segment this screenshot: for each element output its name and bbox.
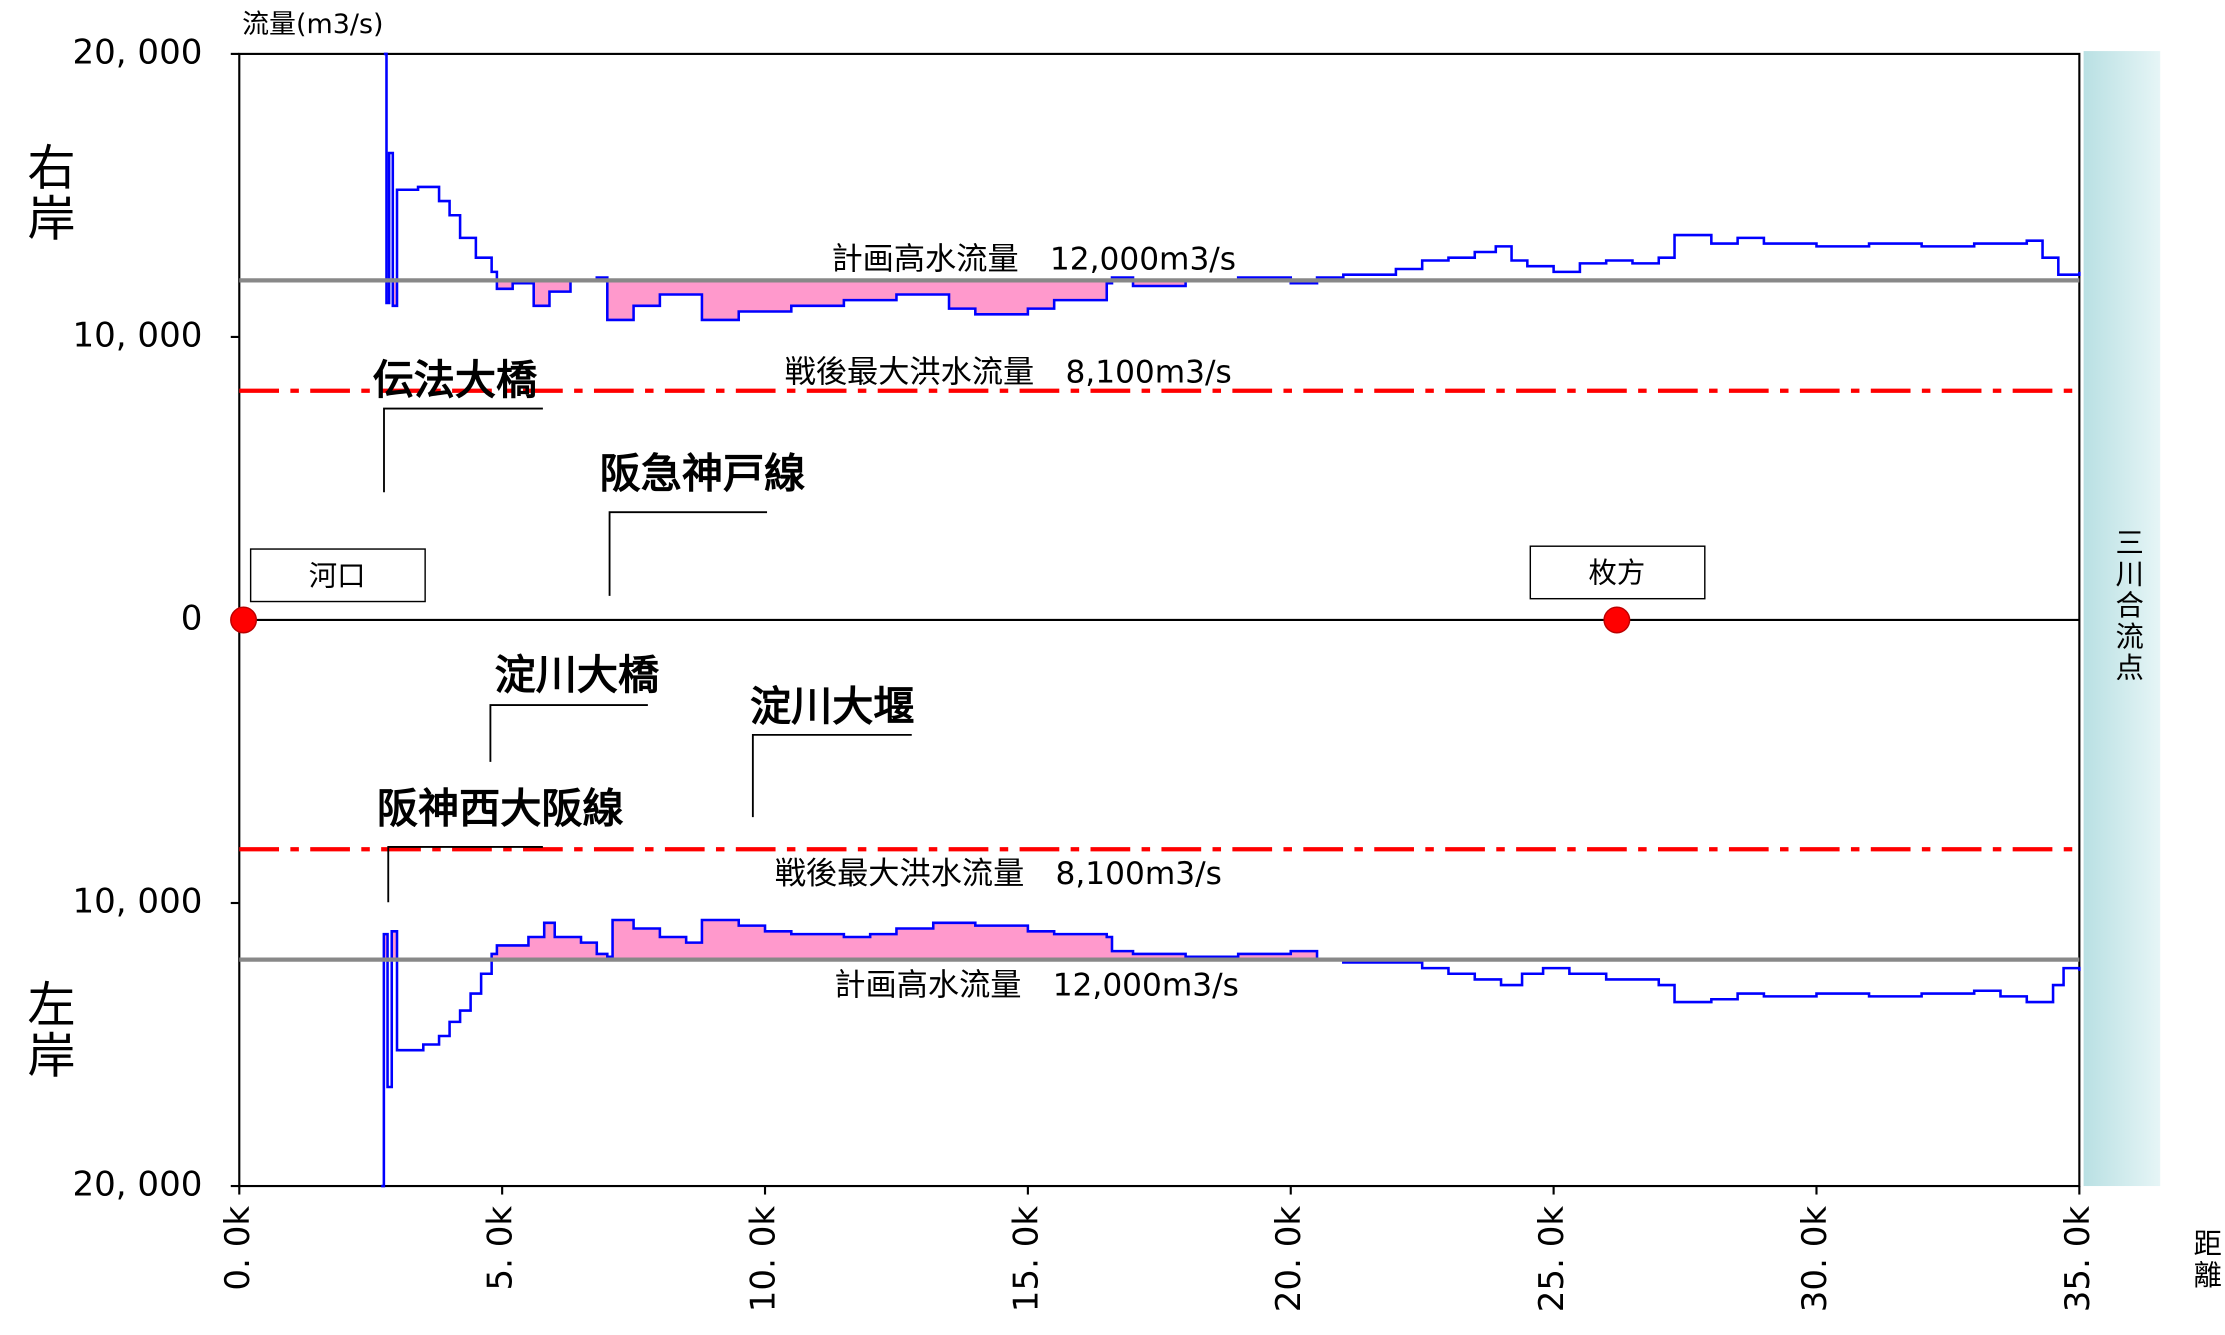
callout-leader (489, 704, 648, 762)
x-tick-label: 15. 0k (1006, 1206, 1046, 1313)
place-label: 河口 (309, 559, 366, 592)
x-tick-label: 0. 0k (218, 1206, 258, 1291)
y-tick-label: 10, 000 (72, 315, 202, 355)
callout-leader (608, 511, 768, 596)
x-tick-label: 20. 0k (1269, 1206, 1309, 1313)
x-tick-label: 35. 0k (2058, 1206, 2098, 1313)
confluence-band (2083, 51, 2161, 1187)
place-marker (230, 606, 258, 634)
x-tick-label: 10. 0k (744, 1206, 784, 1313)
x-axis-label: 距離 (2189, 1229, 2222, 1291)
capacity-line (383, 52, 2081, 322)
place-box (1529, 545, 1706, 600)
x-tick-label: 30. 0k (1795, 1206, 1835, 1313)
y-tick-label: 0 (181, 598, 203, 638)
y-tick-label: 10, 000 (72, 882, 202, 922)
callout-label: 淀川大橋 (495, 651, 660, 699)
place-box (249, 548, 426, 603)
bank-label: 右岸 (19, 142, 75, 244)
x-tick-label: 25. 0k (1532, 1206, 1572, 1313)
y-axis-label: 流量(m3/s) (242, 9, 383, 40)
bank-label: 左岸 (19, 979, 75, 1081)
capacity-line (381, 918, 2081, 1188)
place-label: 枚方 (1588, 557, 1645, 590)
reference-label: 戦後最大洪水流量 8,100m3/s (775, 856, 1222, 892)
reference-label: 計画高水流量 12,000m3/s (834, 968, 1239, 1004)
confluence-label: 三川合流点 (2111, 528, 2144, 684)
callout-label: 淀川大堰 (750, 682, 915, 730)
reference-label: 計画高水流量 12,000m3/s (831, 241, 1236, 277)
reference-label: 戦後最大洪水流量 8,100m3/s (785, 355, 1232, 391)
deficit-area (383, 919, 1318, 960)
x-tick-label: 5. 0k (481, 1206, 521, 1291)
callout-leader (383, 407, 543, 493)
place-marker (1603, 606, 1631, 634)
y-tick-label: 20, 000 (72, 32, 202, 72)
callout-label: 伝法大橋 (373, 356, 538, 404)
y-tick-label: 20, 000 (72, 1165, 202, 1205)
callout-label: 阪神西大阪線 (377, 784, 624, 832)
callout-label: 阪急神戸線 (600, 450, 806, 498)
callout-leader (387, 846, 543, 903)
callout-leader (751, 733, 912, 818)
